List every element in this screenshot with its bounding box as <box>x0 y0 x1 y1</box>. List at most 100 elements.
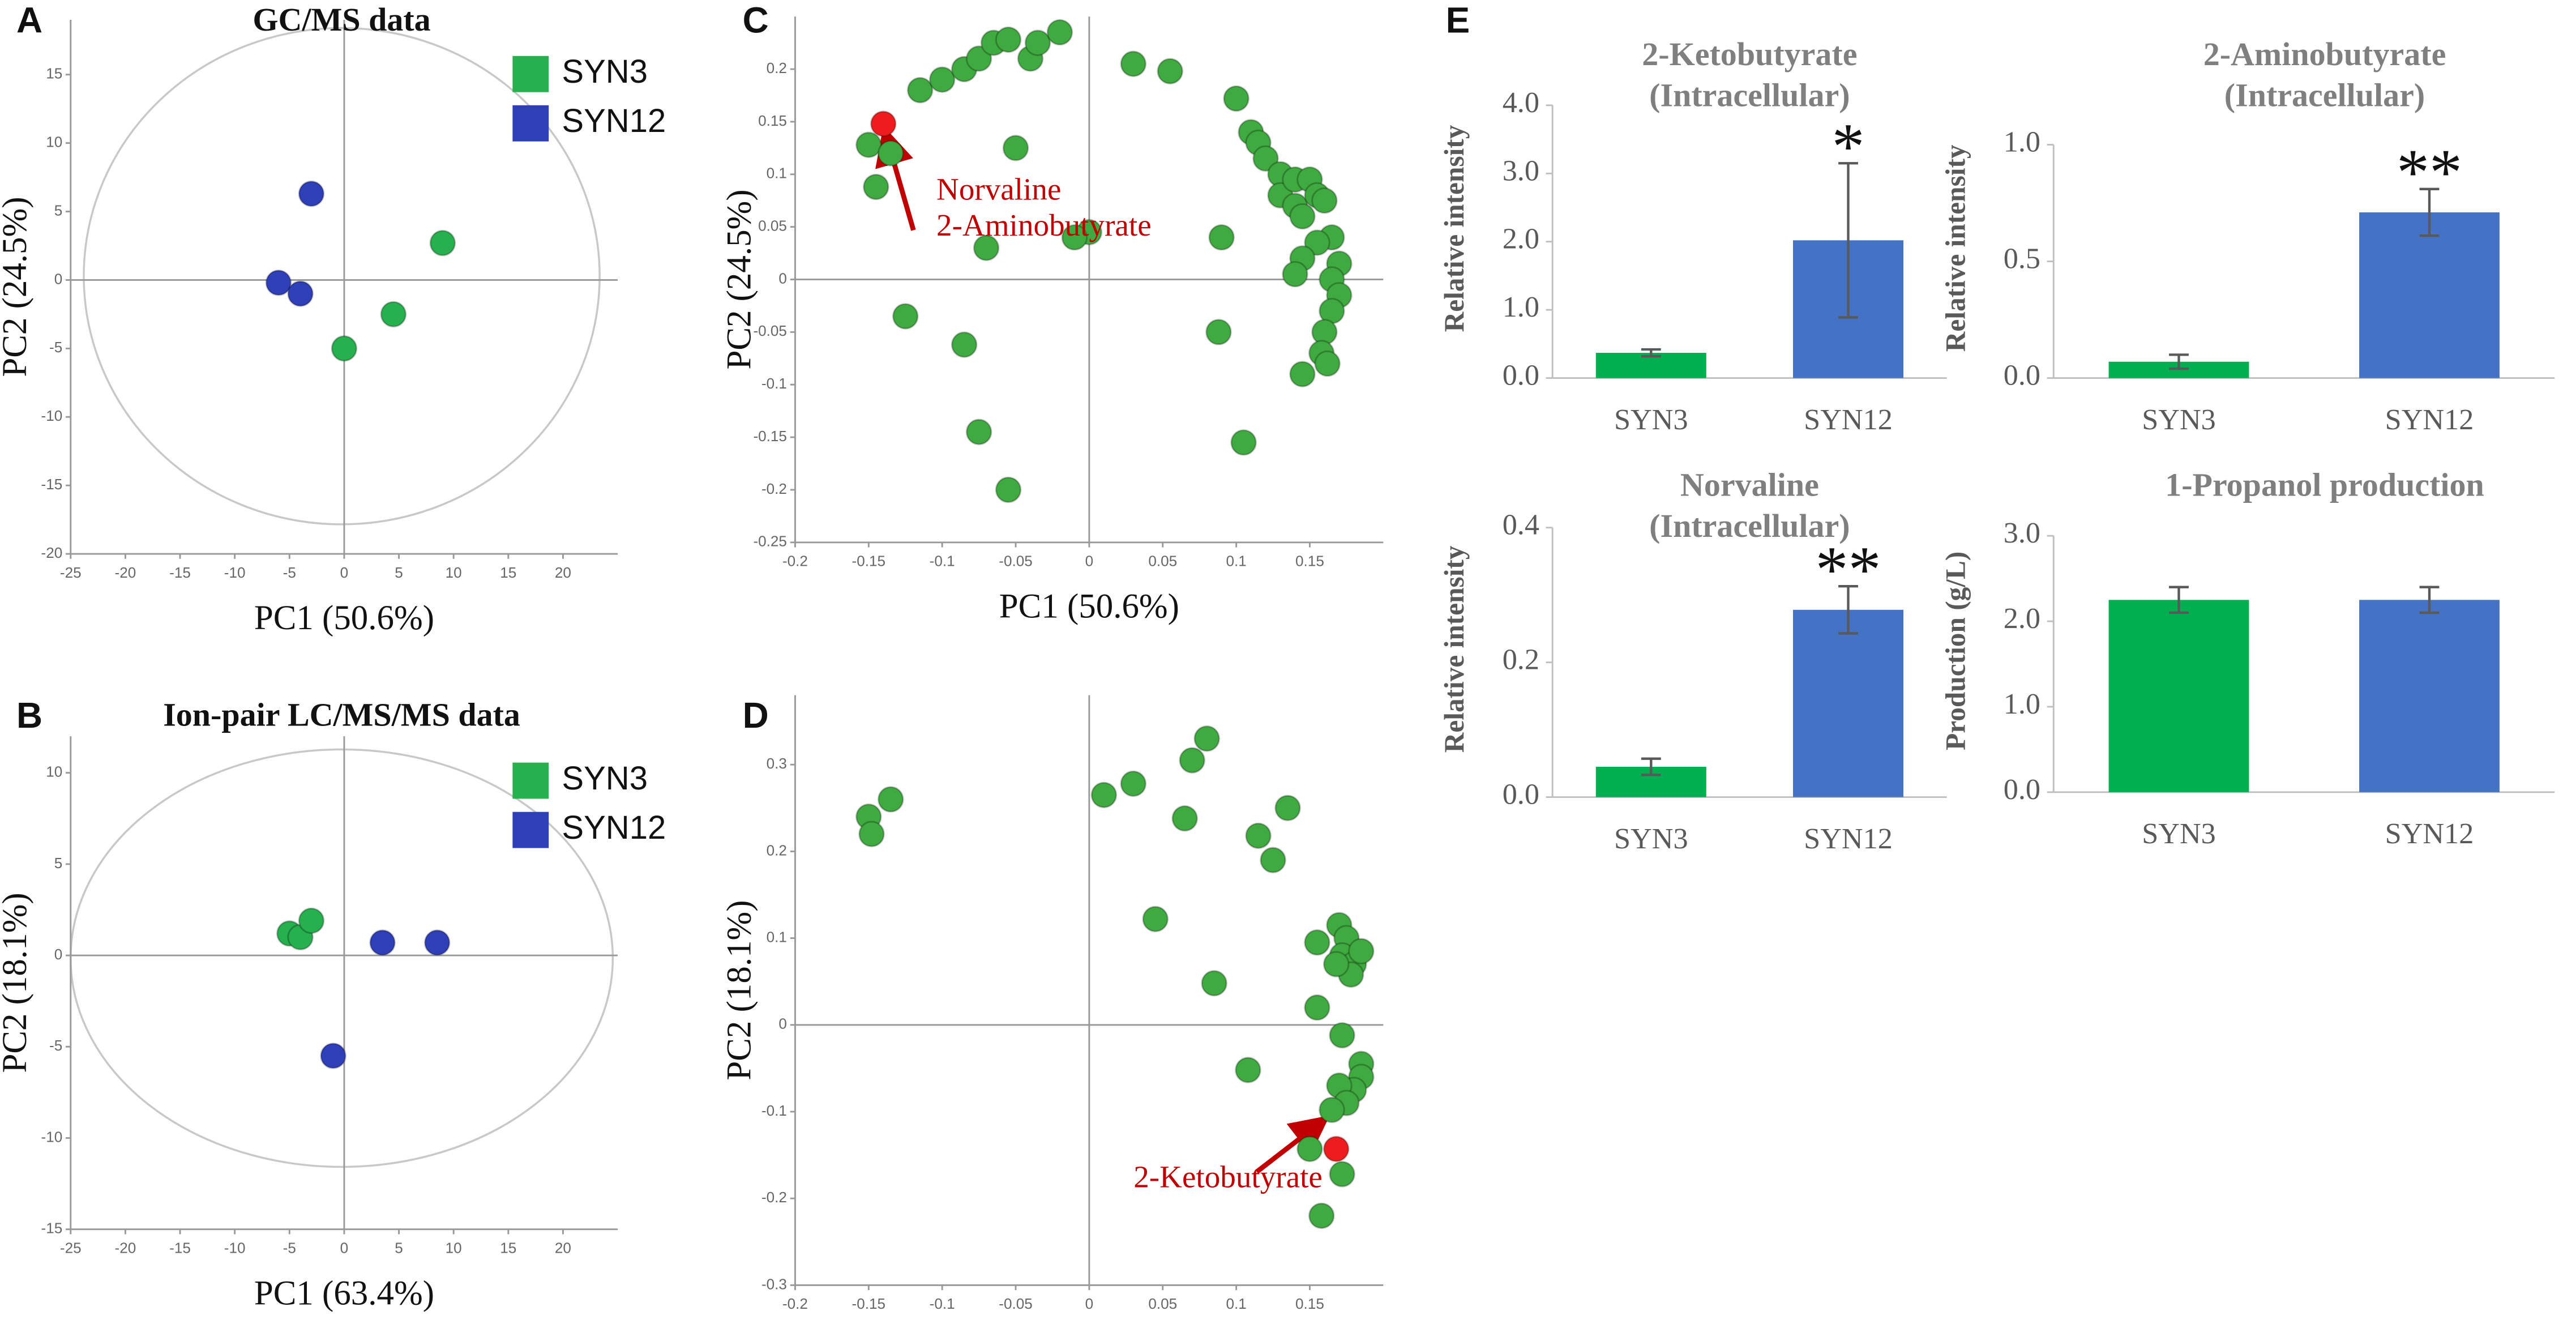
y-tick-label: 0.0 <box>2004 773 2040 806</box>
chart-title: (Intracellular) <box>2224 77 2425 114</box>
y-tick-label: -0.05 <box>753 322 787 339</box>
point <box>1235 1057 1261 1083</box>
point <box>287 280 314 307</box>
point <box>855 131 882 158</box>
point <box>951 331 978 358</box>
x-tick-label: 10 <box>446 1239 462 1256</box>
point <box>965 419 992 445</box>
point <box>878 140 904 166</box>
point <box>380 301 407 328</box>
y-axis-label: PC2 (24.5%) <box>721 189 759 369</box>
y-tick-label: 0.0 <box>1503 778 1539 811</box>
point <box>870 110 897 137</box>
x-tick-label: -15 <box>169 564 191 581</box>
point <box>995 476 1022 503</box>
point <box>1274 795 1301 822</box>
y-tick-label: 0.1 <box>767 165 787 182</box>
x-tick-label: -0.1 <box>930 1295 955 1312</box>
x-tick-label: -0.15 <box>852 1295 886 1312</box>
legend-label: SYN3 <box>562 760 648 797</box>
point <box>1289 361 1316 387</box>
point <box>429 229 456 257</box>
y-tick-label: 0.1 <box>767 928 787 945</box>
point <box>1201 970 1227 997</box>
point <box>1308 1202 1335 1229</box>
y-tick-label: 0 <box>778 1015 787 1032</box>
legend-label: SYN3 <box>562 53 648 90</box>
x-tick-label: 0 <box>340 564 349 581</box>
y-tick-label: -0.15 <box>753 428 787 445</box>
x-tick-label: SYN3 <box>1614 403 1688 436</box>
annotation: 2-Ketobutyrate <box>1133 1159 1323 1194</box>
x-axis-label: PC1 (63.4%) <box>254 1275 434 1313</box>
point <box>965 45 992 72</box>
x-tick-label: -10 <box>224 564 246 581</box>
x-tick-label: SYN12 <box>1804 403 1893 436</box>
legend-swatch <box>512 762 549 799</box>
significance: * <box>1832 110 1864 183</box>
point <box>1171 805 1198 832</box>
point <box>298 907 325 934</box>
y-axis-label: PC2 (18.1%) <box>721 900 759 1080</box>
x-axis-label: PC1 (50.6%) <box>254 599 434 637</box>
point <box>1282 261 1308 288</box>
y-tick-label: -5 <box>49 1037 62 1054</box>
point <box>1304 929 1330 956</box>
x-tick-label: 20 <box>555 564 571 581</box>
confidence-ellipse <box>83 27 601 526</box>
point <box>1120 770 1147 797</box>
point <box>1179 747 1205 774</box>
y-tick-label: -0.2 <box>761 1189 787 1206</box>
x-tick-label: 0.05 <box>1148 1295 1177 1312</box>
point <box>1329 1022 1355 1049</box>
point <box>1046 19 1073 46</box>
y-tick-label: 3.0 <box>2004 516 2040 549</box>
point <box>369 929 396 956</box>
point <box>1329 1161 1355 1188</box>
point <box>1348 938 1375 964</box>
point <box>1024 29 1051 56</box>
y-tick-label: 5 <box>54 202 63 219</box>
x-tick-label: -25 <box>60 564 82 581</box>
x-tick-label: -25 <box>60 1239 82 1256</box>
x-tick-label: 20 <box>555 1239 571 1256</box>
point <box>1142 906 1169 933</box>
x-tick-label: SYN3 <box>1614 822 1688 855</box>
point <box>1208 224 1235 251</box>
chart-title: 2-Aminobutyrate <box>2203 36 2446 72</box>
panel-letter: D <box>743 695 769 736</box>
y-tick-label: 1.0 <box>2004 126 2040 159</box>
y-tick-label: 0.2 <box>1503 643 1539 676</box>
annotation-arrow <box>1255 1115 1330 1174</box>
y-tick-label: -20 <box>41 544 63 561</box>
y-tick-label: 0.2 <box>767 842 787 859</box>
x-tick-label: SYN3 <box>2142 403 2216 436</box>
legend-swatch <box>512 812 549 848</box>
y-axis-label: Relative intensity <box>1940 144 1971 352</box>
panel-letter: E <box>1446 0 1470 41</box>
y-tick-label: 0 <box>54 270 63 287</box>
point <box>1296 1135 1323 1163</box>
y-tick-label: 0 <box>54 946 63 963</box>
annotation: 2-Aminobutyrate <box>936 208 1152 242</box>
chart-title: Norvaline <box>1680 466 1819 503</box>
x-tick-label: -0.15 <box>852 552 886 569</box>
x-tick-label: -20 <box>115 1239 136 1256</box>
x-tick-label: -20 <box>115 564 136 581</box>
point <box>878 786 904 813</box>
y-tick-label: 0.0 <box>1503 359 1539 392</box>
y-axis-label: Production (g/L) <box>1940 552 1971 750</box>
legend-label: SYN12 <box>562 103 666 139</box>
point <box>1230 429 1257 456</box>
y-tick-label: 2.0 <box>2004 602 2040 635</box>
x-tick-label: -0.2 <box>782 552 808 569</box>
point <box>331 335 358 362</box>
point <box>1245 822 1272 849</box>
chart-title: (Intracellular) <box>1649 507 1850 544</box>
point <box>928 66 956 93</box>
y-tick-label: -10 <box>41 1128 63 1145</box>
point <box>320 1043 346 1069</box>
y-tick-label: -0.25 <box>753 533 787 550</box>
point <box>907 76 934 104</box>
x-tick-label: -0.2 <box>782 1295 808 1312</box>
